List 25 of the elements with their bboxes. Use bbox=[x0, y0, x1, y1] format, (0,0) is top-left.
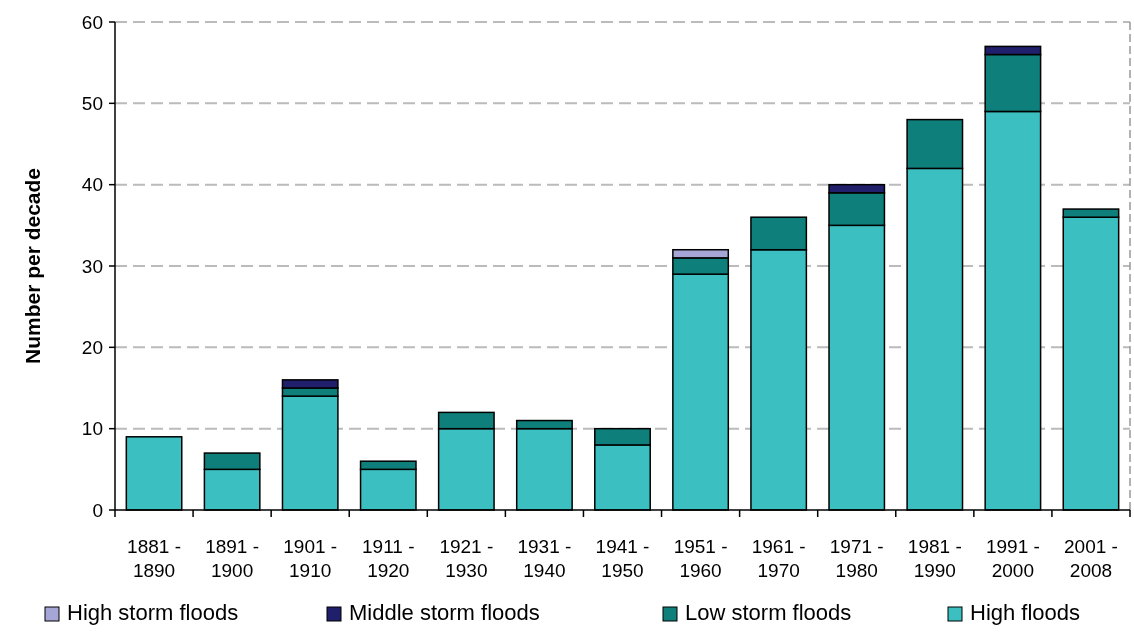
y-tick-label: 10 bbox=[81, 418, 103, 440]
legend-label: High storm floods bbox=[67, 600, 239, 625]
y-tick-label: 40 bbox=[81, 174, 103, 196]
x-tick-label: 1911 - 1920 bbox=[362, 536, 415, 581]
x-tick-label: 1951 - 1960 bbox=[673, 536, 728, 581]
x-tick-label: 1921 - 1930 bbox=[439, 536, 494, 581]
x-tick-label: 1981 - 1990 bbox=[907, 536, 962, 581]
y-axis-title: Number per decade bbox=[21, 167, 44, 365]
y-tick-label: 50 bbox=[81, 92, 103, 114]
y-tick-label: 20 bbox=[81, 336, 103, 358]
x-tick-label: 1901 - 1910 bbox=[283, 536, 338, 581]
x-tick-label: 1881 - 1890 bbox=[127, 536, 181, 581]
x-tick-label: 1941 - 1950 bbox=[595, 536, 650, 581]
y-tick-label: 30 bbox=[81, 255, 103, 277]
x-tick-label: 2001 - 2008 bbox=[1064, 536, 1118, 581]
x-tick-label: 1931 - 1940 bbox=[517, 536, 572, 581]
x-tick-label: 1971 - 1980 bbox=[829, 536, 884, 581]
x-tick-label: 1991 - 2000 bbox=[985, 536, 1040, 581]
legend-label: Low storm floods bbox=[685, 600, 852, 625]
x-tick-label: 1961 - 1970 bbox=[751, 536, 806, 581]
legend-label: High floods bbox=[970, 600, 1081, 625]
x-tick-label: 1891 - 1900 bbox=[205, 536, 260, 581]
y-tick-label: 60 bbox=[81, 11, 103, 33]
y-tick-label: 0 bbox=[92, 499, 103, 521]
legend-label: Middle storm floods bbox=[349, 600, 540, 625]
